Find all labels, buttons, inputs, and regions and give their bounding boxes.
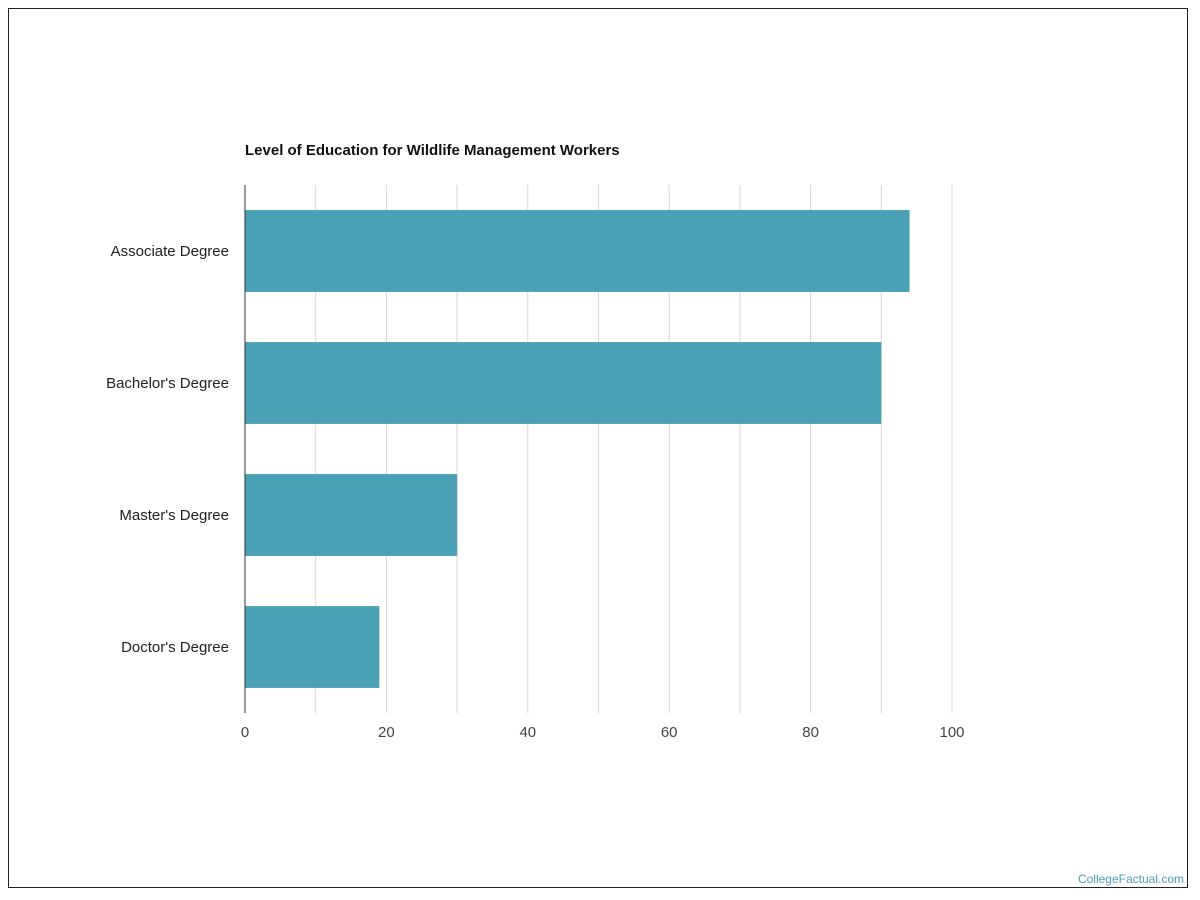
- x-tick-label: 0: [241, 724, 249, 741]
- chart-title: Level of Education for Wildlife Manageme…: [245, 142, 620, 159]
- bar-2: [245, 342, 882, 424]
- x-tick-label: 100: [939, 724, 964, 741]
- x-tick-label: 60: [661, 724, 678, 741]
- category-label: Bachelor's Degree: [106, 375, 229, 392]
- bar-1: [245, 210, 910, 292]
- x-tick-label: 40: [519, 724, 536, 741]
- bar-4: [245, 606, 380, 688]
- x-tick-label: 20: [378, 724, 395, 741]
- category-label: Master's Degree: [119, 507, 229, 524]
- category-label: Doctor's Degree: [121, 639, 229, 656]
- x-tick-label: 80: [802, 724, 819, 741]
- category-label: Associate Degree: [111, 243, 229, 260]
- bar-3: [245, 474, 458, 556]
- watermark-link[interactable]: CollegeFactual.com: [1077, 872, 1184, 886]
